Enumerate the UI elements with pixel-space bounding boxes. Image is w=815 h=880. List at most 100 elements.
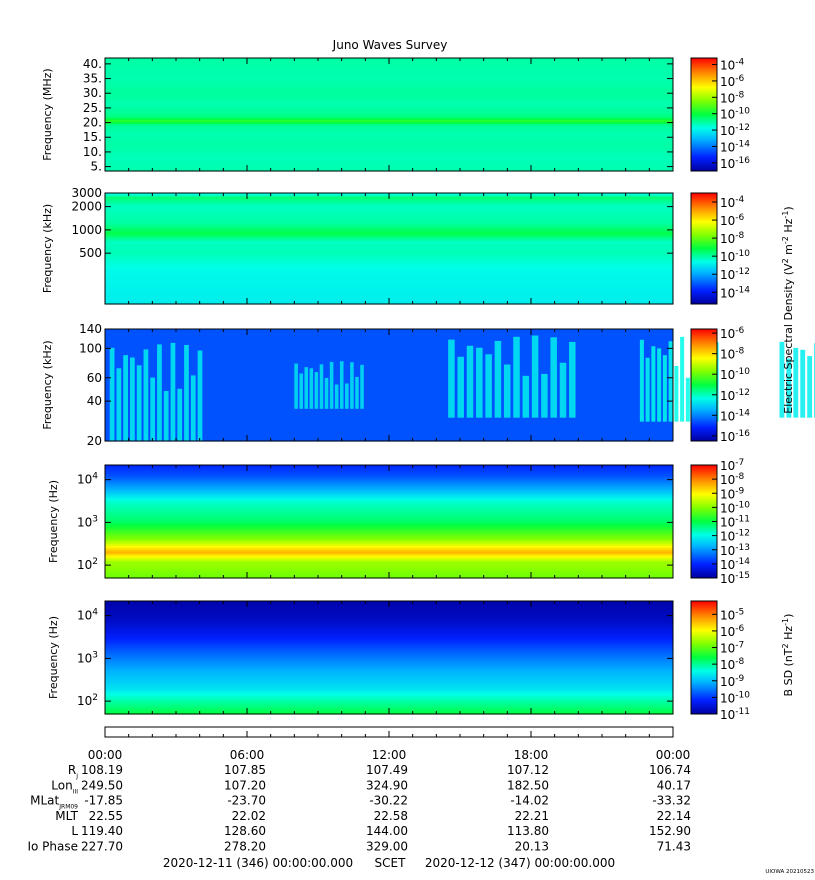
spectrogram-band — [105, 122, 673, 125]
emission-burst — [793, 347, 799, 418]
spectrogram-band — [105, 680, 673, 683]
chart-title: Juno Waves Survey — [332, 38, 448, 52]
ephemeris-value: 324.90 — [366, 778, 408, 792]
spectrogram-band — [105, 470, 673, 474]
spectrogram-band — [105, 215, 673, 218]
emission-burst — [197, 350, 203, 441]
spectrogram-band — [105, 213, 673, 216]
spectrogram-band — [105, 155, 673, 159]
spectrogram-band — [105, 642, 673, 645]
colorbar-tick-label: 10-12 — [720, 123, 750, 138]
spectrogram-band — [105, 566, 673, 570]
spectrogram-band — [105, 481, 673, 485]
spectrogram-band — [105, 336, 673, 339]
emission-burst — [503, 364, 511, 418]
spectrogram-band — [105, 224, 673, 227]
spectrogram-band — [105, 140, 673, 144]
ephemeris-value: 106.74 — [649, 763, 691, 777]
spectrogram-band — [105, 636, 673, 640]
ephemeris-value: 182.50 — [507, 778, 549, 792]
spectrogram-band — [105, 250, 673, 253]
colorbar-gradient — [690, 57, 718, 172]
spectrogram-band — [105, 368, 673, 371]
spectrogram-band — [105, 700, 673, 704]
spectrogram-band — [105, 95, 673, 99]
footer-end-time: 2020-12-12 (347) 00:00:00.000 — [425, 856, 615, 870]
spectrogram-band — [105, 131, 673, 134]
colorbar-tick-label: 10-16 — [720, 156, 750, 171]
spectrogram-band — [105, 670, 673, 674]
spectrogram-band — [105, 198, 673, 201]
spectrogram-band — [105, 343, 673, 347]
colorbar-tick-label: 10-10 — [720, 500, 750, 515]
time-axis: 00:00 06:00 12:00 18:00 00:00 — [88, 726, 690, 762]
spectrogram-band — [105, 706, 673, 709]
emission-burst — [334, 384, 339, 409]
spectrogram-band — [105, 383, 673, 386]
spectrogram-band — [105, 205, 673, 209]
spectrogram-band — [105, 278, 673, 281]
colorbar-tick-label: 10-11 — [720, 515, 750, 530]
spectrogram-band — [105, 551, 673, 555]
spectrogram-band — [105, 498, 673, 502]
spectrogram-band — [105, 534, 673, 538]
time-tick-label: 12:00 — [372, 748, 407, 762]
emission-burst — [685, 377, 690, 422]
emission-burst — [485, 354, 492, 418]
spectrogram-band — [105, 523, 673, 526]
spectrogram-band — [105, 568, 673, 572]
colorbar-tick-label: 10-15 — [720, 571, 750, 586]
spectrogram-band — [105, 689, 673, 692]
spectrogram-band — [105, 86, 673, 89]
spectrogram-band — [105, 76, 673, 80]
emission-burst — [448, 339, 455, 418]
y-tick-label: 30. — [83, 86, 102, 100]
colorbar-tick-label: 10-6 — [720, 74, 745, 89]
colorbar-tick-label: 10-14 — [720, 557, 750, 572]
emission-burst — [299, 373, 303, 409]
ephemeris-value: -14.02 — [510, 794, 549, 808]
spectrogram-band — [105, 562, 673, 566]
spectrogram-band — [105, 564, 673, 568]
emission-burst — [639, 339, 644, 422]
colorbar-tick-label: 10-8 — [720, 90, 745, 105]
emission-burst — [177, 388, 183, 441]
y-tick-label: 15. — [83, 130, 102, 144]
spectrogram-band — [105, 422, 673, 425]
ephemeris-value: 329.00 — [366, 840, 408, 854]
colorbar-tick-label: 10-9 — [720, 486, 745, 501]
spectrogram-band — [105, 396, 673, 399]
y-tick-label: 104 — [77, 608, 98, 623]
colorbar-tick-label: 10-9 — [720, 674, 745, 689]
spectrogram-band — [105, 204, 673, 207]
spectrogram-band — [105, 138, 673, 142]
spectrogram-band — [105, 427, 673, 431]
spectrogram-band — [105, 78, 673, 82]
spectrogram-band — [105, 270, 673, 274]
emission-burst — [674, 365, 679, 422]
emission-burst — [466, 345, 474, 418]
spectrogram-band — [105, 148, 673, 151]
emission-burst — [150, 377, 156, 441]
spectrogram-band — [105, 211, 673, 214]
spectrogram-band — [105, 540, 673, 543]
spectrogram-band — [105, 129, 673, 133]
spectrogram-band — [105, 401, 673, 405]
spectrogram-band — [105, 123, 673, 127]
spectrogram-band — [105, 218, 673, 222]
spectrogram-band — [105, 105, 673, 108]
spectrogram-band — [105, 67, 673, 70]
spectrogram-band — [105, 411, 673, 414]
colorbar-tick-label: 10-16 — [720, 429, 750, 444]
spectrogram-band — [105, 334, 673, 338]
spectrogram-band — [105, 512, 673, 515]
spectrogram-band — [105, 146, 673, 149]
spectrogram-band — [105, 655, 673, 659]
ephemeris-value: -17.85 — [84, 794, 123, 808]
spectrogram-band — [105, 152, 673, 155]
spectrogram-band — [105, 279, 673, 283]
spectrogram-band — [105, 157, 673, 161]
colorbar-tick-label: 10-13 — [720, 543, 750, 558]
